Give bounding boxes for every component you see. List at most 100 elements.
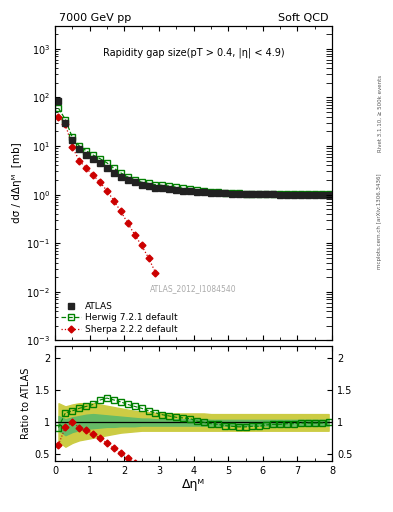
ATLAS — [202, 189, 206, 195]
Herwig 7.2.1 default — [125, 174, 130, 180]
Text: Rivet 3.1.10, ≥ 500k events: Rivet 3.1.10, ≥ 500k events — [377, 75, 382, 153]
ATLAS — [326, 191, 331, 198]
Herwig 7.2.1 default — [305, 191, 310, 198]
ATLAS — [153, 184, 158, 190]
Sherpa 2.2.2 default — [91, 172, 95, 178]
Text: mcplots.cern.ch [arXiv:1306.3436]: mcplots.cern.ch [arXiv:1306.3436] — [377, 173, 382, 269]
Herwig 7.2.1 default — [285, 191, 289, 198]
ATLAS — [181, 188, 185, 194]
ATLAS — [229, 190, 234, 197]
ATLAS — [77, 146, 82, 153]
Herwig 7.2.1 default — [112, 165, 116, 171]
ATLAS — [299, 191, 303, 198]
Sherpa 2.2.2 default — [125, 220, 130, 226]
Herwig 7.2.1 default — [222, 189, 227, 196]
Line: ATLAS: ATLAS — [56, 98, 331, 198]
Herwig 7.2.1 default — [105, 160, 109, 166]
ATLAS — [305, 191, 310, 198]
Sherpa 2.2.2 default — [105, 188, 109, 194]
Herwig 7.2.1 default — [98, 156, 103, 162]
ATLAS — [84, 152, 88, 158]
Sherpa 2.2.2 default — [63, 121, 68, 127]
ATLAS — [257, 191, 262, 197]
ATLAS — [209, 189, 213, 196]
Sherpa 2.2.2 default — [112, 198, 116, 204]
Sherpa 2.2.2 default — [118, 208, 123, 215]
ATLAS — [146, 183, 151, 189]
ATLAS — [56, 98, 61, 104]
ATLAS — [167, 186, 172, 192]
Herwig 7.2.1 default — [202, 188, 206, 194]
Sherpa 2.2.2 default — [132, 231, 137, 238]
Herwig 7.2.1 default — [188, 186, 193, 193]
Herwig 7.2.1 default — [181, 185, 185, 191]
Herwig 7.2.1 default — [167, 183, 172, 189]
ATLAS — [118, 174, 123, 180]
Herwig 7.2.1 default — [70, 134, 75, 140]
ATLAS — [250, 191, 255, 197]
ATLAS — [160, 185, 165, 191]
Herwig 7.2.1 default — [312, 191, 317, 198]
Herwig 7.2.1 default — [63, 117, 68, 123]
ATLAS — [215, 190, 220, 196]
Herwig 7.2.1 default — [278, 191, 283, 198]
ATLAS — [105, 165, 109, 171]
ATLAS — [312, 191, 317, 198]
ATLAS — [264, 191, 269, 198]
Sherpa 2.2.2 default — [56, 114, 61, 120]
ATLAS — [292, 191, 296, 198]
Herwig 7.2.1 default — [174, 184, 178, 190]
Text: 7000 GeV pp: 7000 GeV pp — [59, 13, 131, 23]
Sherpa 2.2.2 default — [139, 242, 144, 248]
Y-axis label: Ratio to ATLAS: Ratio to ATLAS — [20, 368, 31, 439]
Herwig 7.2.1 default — [326, 191, 331, 198]
Herwig 7.2.1 default — [320, 191, 324, 198]
ATLAS — [285, 191, 289, 198]
X-axis label: Δηᴹ: Δηᴹ — [182, 478, 205, 492]
Herwig 7.2.1 default — [160, 182, 165, 188]
Herwig 7.2.1 default — [243, 190, 248, 197]
ATLAS — [236, 191, 241, 197]
Herwig 7.2.1 default — [56, 105, 61, 111]
Herwig 7.2.1 default — [299, 191, 303, 198]
Text: Soft QCD: Soft QCD — [278, 13, 328, 23]
Herwig 7.2.1 default — [236, 190, 241, 197]
Sherpa 2.2.2 default — [84, 165, 88, 171]
Herwig 7.2.1 default — [132, 177, 137, 183]
ATLAS — [243, 191, 248, 197]
ATLAS — [320, 191, 324, 198]
ATLAS — [132, 179, 137, 185]
ATLAS — [125, 177, 130, 183]
Herwig 7.2.1 default — [264, 191, 269, 197]
Text: Rapidity gap size(pT > 0.4, |η| < 4.9): Rapidity gap size(pT > 0.4, |η| < 4.9) — [103, 48, 285, 58]
ATLAS — [195, 188, 199, 195]
Line: Herwig 7.2.1 default: Herwig 7.2.1 default — [56, 105, 331, 197]
ATLAS — [112, 170, 116, 176]
Herwig 7.2.1 default — [77, 143, 82, 149]
Line: Sherpa 2.2.2 default: Sherpa 2.2.2 default — [56, 114, 158, 275]
Herwig 7.2.1 default — [91, 152, 95, 158]
Herwig 7.2.1 default — [215, 189, 220, 195]
Herwig 7.2.1 default — [153, 182, 158, 188]
ATLAS — [70, 137, 75, 143]
ATLAS — [278, 191, 283, 198]
ATLAS — [139, 182, 144, 188]
ATLAS — [222, 190, 227, 197]
Legend: ATLAS, Herwig 7.2.1 default, Sherpa 2.2.2 default: ATLAS, Herwig 7.2.1 default, Sherpa 2.2.… — [59, 300, 179, 336]
Herwig 7.2.1 default — [139, 179, 144, 185]
ATLAS — [98, 160, 103, 166]
Herwig 7.2.1 default — [84, 147, 88, 154]
Sherpa 2.2.2 default — [70, 144, 75, 150]
Herwig 7.2.1 default — [257, 191, 262, 197]
Herwig 7.2.1 default — [229, 190, 234, 196]
Sherpa 2.2.2 default — [77, 158, 82, 164]
Sherpa 2.2.2 default — [153, 269, 158, 275]
Sherpa 2.2.2 default — [146, 255, 151, 261]
Text: ATLAS_2012_I1084540: ATLAS_2012_I1084540 — [150, 284, 237, 293]
Sherpa 2.2.2 default — [98, 179, 103, 185]
ATLAS — [188, 188, 193, 194]
Herwig 7.2.1 default — [209, 188, 213, 195]
Y-axis label: dσ / dΔηᴹ  [mb]: dσ / dΔηᴹ [mb] — [12, 143, 22, 223]
Herwig 7.2.1 default — [292, 191, 296, 198]
Herwig 7.2.1 default — [146, 180, 151, 186]
